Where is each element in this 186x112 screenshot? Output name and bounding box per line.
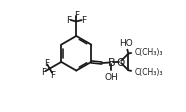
Text: OH: OH bbox=[105, 72, 118, 81]
Text: B: B bbox=[108, 58, 115, 68]
Text: F: F bbox=[44, 59, 49, 68]
Text: F: F bbox=[74, 11, 79, 19]
Text: C(CH₃)₃: C(CH₃)₃ bbox=[134, 68, 163, 77]
Text: F: F bbox=[81, 16, 86, 25]
Text: F: F bbox=[50, 70, 56, 79]
Text: HO: HO bbox=[119, 39, 132, 48]
Text: F: F bbox=[66, 16, 72, 25]
Text: F: F bbox=[41, 68, 46, 77]
Text: O: O bbox=[116, 57, 124, 67]
Text: C(CH₃)₃: C(CH₃)₃ bbox=[134, 48, 163, 57]
